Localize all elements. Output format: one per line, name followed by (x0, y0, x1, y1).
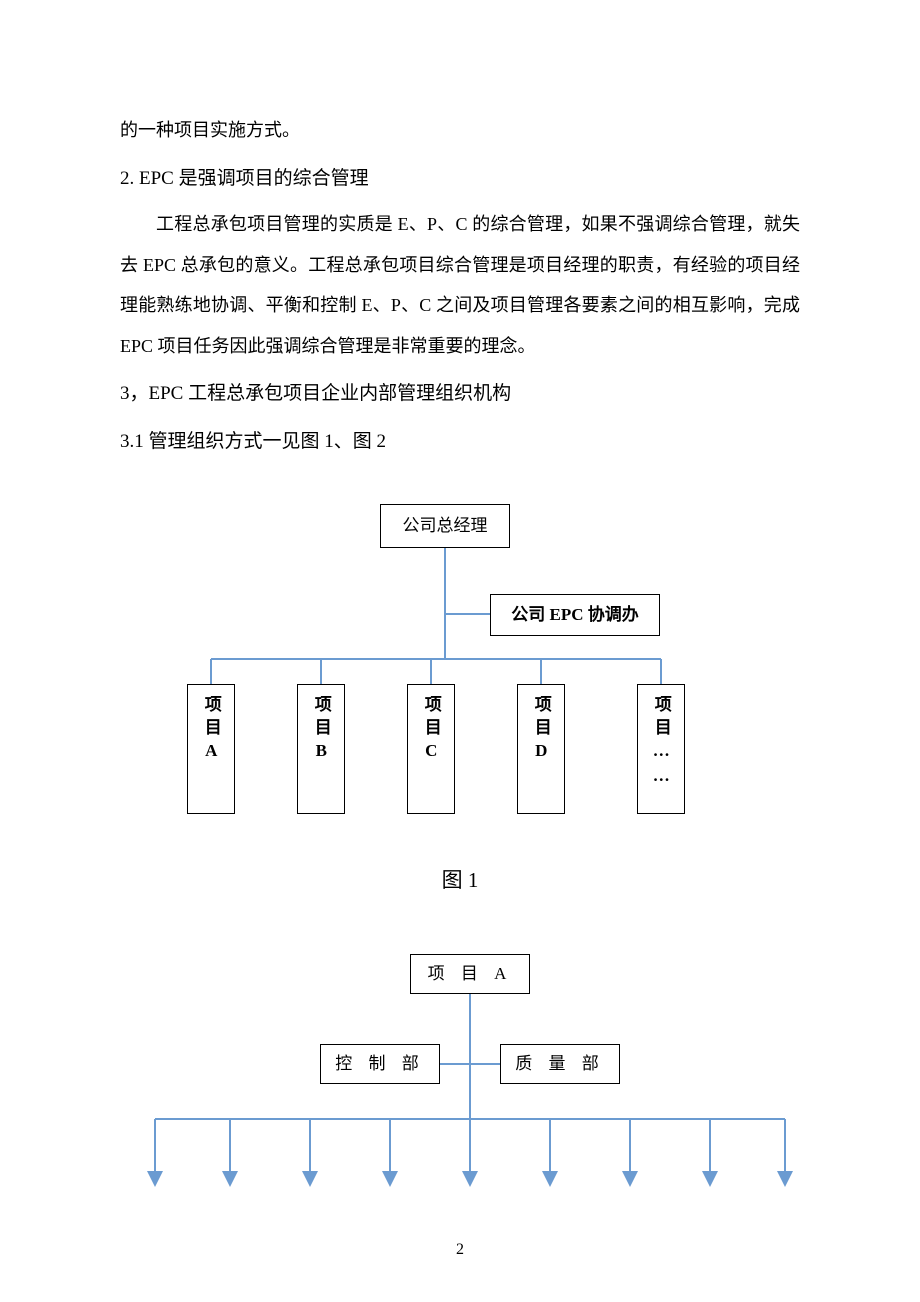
page-number: 2 (0, 1241, 920, 1259)
node-project-a-top: 项 目 A (410, 954, 530, 994)
node-project-d: 项目D (517, 684, 565, 814)
continuation-line: 的一种项目实施方式。 (120, 110, 800, 151)
org-chart-figure-1: 公司总经理 公司 EPC 协调办 项目A 项目B 项目C 项目D 项目…… (180, 504, 740, 834)
node-project-more: 项目…… (637, 684, 685, 814)
node-control-dept: 控 制 部 (320, 1044, 440, 1084)
document-page: 的一种项目实施方式。 2. EPC 是强调项目的综合管理 工程总承包项目管理的实… (0, 0, 920, 1204)
heading-3-1: 3.1 管理组织方式一见图 1、图 2 (120, 420, 800, 464)
paragraph-1: 工程总承包项目管理的实质是 E、P、C 的综合管理，如果不强调综合管理，就失去 … (120, 204, 800, 366)
org-chart-figure-2: 项 目 A 控 制 部 质 量 部 (120, 954, 820, 1204)
node-project-c: 项目C (407, 684, 455, 814)
node-general-manager: 公司总经理 (380, 504, 510, 548)
heading-3: 3，EPC 工程总承包项目企业内部管理组织机构 (120, 372, 800, 416)
node-project-a: 项目A (187, 684, 235, 814)
node-quality-dept: 质 量 部 (500, 1044, 620, 1084)
heading-2: 2. EPC 是强调项目的综合管理 (120, 157, 800, 201)
figure-1-caption: 图 1 (120, 864, 800, 894)
node-project-b: 项目B (297, 684, 345, 814)
node-epc-office: 公司 EPC 协调办 (490, 594, 660, 636)
